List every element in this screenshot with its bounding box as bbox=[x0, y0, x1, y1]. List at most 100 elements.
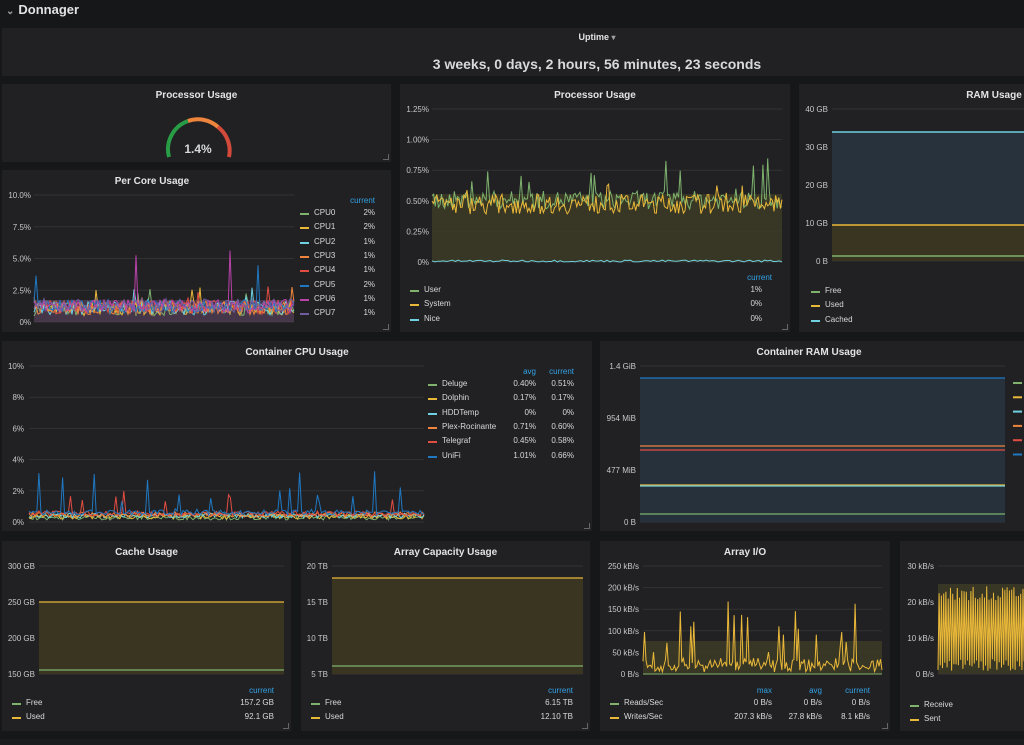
array-capacity-graph[interactable]: 20 TB 15 TB 10 TB 5 TB bbox=[301, 541, 590, 731]
cpu-series-3 bbox=[33, 287, 295, 317]
uptime-title[interactable]: Uptime ▾ bbox=[2, 32, 1024, 42]
y-tick-label: 0 B/s bbox=[621, 670, 639, 679]
y-tick-label: 1.4 GiB bbox=[609, 362, 636, 371]
legend-header-current[interactable]: current bbox=[249, 686, 274, 695]
legend-label: HDDTemp bbox=[442, 407, 479, 417]
per-core-graph[interactable]: 10.0% 7.5% 5.0% 2.5% 0% bbox=[2, 170, 302, 332]
legend-value-avg: 0.40% bbox=[513, 379, 536, 388]
legend-label: CPU3 bbox=[314, 250, 336, 260]
legend-item-cached[interactable]: Cached bbox=[811, 315, 1011, 328]
panel-title[interactable]: RAM Usage bbox=[966, 90, 1022, 101]
legend-label: UniFi bbox=[442, 450, 461, 460]
resize-handle[interactable] bbox=[782, 324, 788, 330]
resize-handle[interactable] bbox=[584, 523, 590, 529]
legend-item-cpu2[interactable]: CPU2 1% bbox=[300, 237, 375, 250]
y-tick-label: 250 GB bbox=[8, 598, 35, 607]
legend-value-current: 2% bbox=[363, 208, 375, 217]
container-ram-graph[interactable]: 1.4 GiB 954 MiB 477 MiB 0 B bbox=[600, 341, 1024, 531]
legend-header-avg[interactable]: avg bbox=[809, 686, 822, 695]
legend-item-receive[interactable]: Receive bbox=[910, 700, 1024, 713]
legend-swatch bbox=[12, 717, 21, 720]
legend-item-used[interactable]: Used 12.10 TB bbox=[311, 712, 573, 725]
legend-item-cpu1[interactable]: CPU1 2% bbox=[300, 222, 375, 235]
legend-swatch bbox=[428, 398, 437, 401]
container-cpu-legend: avg current Deluge 0.40% 0.51% Dolphin 0.17%… bbox=[428, 367, 576, 467]
legend-header-current[interactable]: current bbox=[549, 367, 574, 376]
legend-header-current[interactable]: current bbox=[845, 686, 870, 695]
y-tick-label: 10% bbox=[8, 362, 24, 371]
legend-item-free[interactable]: Free 6.15 TB bbox=[311, 698, 573, 711]
legend-item-dolphin[interactable]: Dolphin 0.17% 0.17% bbox=[428, 393, 576, 406]
legend-item-sent[interactable]: Sent bbox=[910, 714, 1024, 727]
resize-handle[interactable] bbox=[582, 723, 588, 729]
legend-item-system[interactable]: System 0% bbox=[410, 299, 772, 312]
panel-title[interactable]: Per Core Usage bbox=[114, 176, 190, 187]
resize-handle[interactable] bbox=[882, 723, 888, 729]
panel-title[interactable]: Container RAM Usage bbox=[756, 347, 862, 358]
legend-item-reads/sec[interactable]: Reads/Sec 0 B/s 0 B/s 0 B/s bbox=[610, 698, 872, 711]
array-capacity-legend: current Free 6.15 TB Used 12.10 TB bbox=[311, 686, 573, 728]
resize-handle[interactable] bbox=[283, 723, 289, 729]
legend-item-nice[interactable]: Nice 0% bbox=[410, 314, 772, 327]
legend-label: Telegraf bbox=[442, 436, 471, 446]
legend-swatch bbox=[1013, 396, 1022, 399]
legend-item-writes/sec[interactable]: Writes/Sec 207.3 kB/s 27.8 kB/s 8.1 kB/s bbox=[610, 712, 872, 725]
processor-usage-graph[interactable]: 1.25% 1.00% 0.75% 0.50% 0.25% 0% bbox=[400, 84, 790, 332]
legend-item-cpu5[interactable]: CPU5 2% bbox=[300, 280, 375, 293]
y-tick-label: 954 MiB bbox=[607, 414, 636, 423]
legend-item-deluge[interactable]: Deluge 0.40% 0.51% bbox=[428, 379, 576, 392]
legend-item-hddtemp[interactable]: HDDTemp 0% 0% bbox=[428, 408, 576, 421]
array-capacity-panel: Array Capacity Usage 20 TB 15 TB 10 TB 5 TB… bbox=[301, 541, 590, 731]
legend-item-cpu3[interactable]: CPU3 1% bbox=[300, 251, 375, 264]
caret-down-icon[interactable]: ▾ bbox=[611, 33, 616, 42]
chevron-down-icon[interactable]: ⌄ bbox=[6, 6, 15, 17]
legend-header-current[interactable]: current bbox=[350, 196, 375, 205]
legend-item-user[interactable]: User 1% bbox=[410, 285, 772, 298]
cpu-series-7 bbox=[33, 296, 295, 314]
legend-header-current[interactable]: current bbox=[747, 273, 772, 282]
panel-title[interactable]: Container CPU Usage bbox=[245, 347, 349, 358]
legend-header-avg[interactable]: avg bbox=[523, 367, 536, 376]
legend-label: CPU2 bbox=[314, 236, 336, 246]
legend-item-cpu6[interactable]: CPU6 1% bbox=[300, 294, 375, 307]
panel-title[interactable]: Array Capacity Usage bbox=[393, 547, 498, 558]
array-io-graph[interactable]: 250 kB/s 200 kB/s 150 kB/s 100 kB/s 50 kB/s 0… bbox=[600, 541, 890, 731]
legend-label: Free bbox=[825, 286, 842, 295]
legend-item-telegraf[interactable]: Telegraf 0.45% 0.58% bbox=[428, 436, 576, 449]
legend-label: Reads/Sec bbox=[624, 698, 664, 707]
container-series-5 bbox=[28, 471, 425, 517]
container-cpu-graph[interactable]: 10% 8% 6% 4% 2% 0% bbox=[2, 341, 432, 531]
network-graph[interactable]: 30 kB/s 20 kB/s 10 kB/s 0 B/s bbox=[900, 541, 1024, 731]
legend-value-max: 0 B/s bbox=[753, 698, 772, 707]
legend-item-unifi[interactable]: UniFi 1.01% 0.66% bbox=[428, 451, 576, 464]
legend-swatch bbox=[428, 384, 437, 386]
legend-header-current[interactable]: current bbox=[548, 686, 573, 695]
y-tick-label: 5.0% bbox=[13, 255, 31, 264]
legend-item-cpu0[interactable]: CPU0 2% bbox=[300, 208, 375, 221]
legend-value-current: 157.2 GB bbox=[240, 698, 274, 707]
legend-swatch bbox=[300, 284, 309, 287]
row-title[interactable]: ⌄ Donnager bbox=[6, 2, 79, 17]
panel-title[interactable]: Processor Usage bbox=[554, 90, 636, 101]
legend-item-free[interactable]: Free 157.2 GB bbox=[12, 698, 274, 711]
legend-item-cpu4[interactable]: CPU4 1% bbox=[300, 265, 375, 278]
legend-label: CPU1 bbox=[314, 222, 336, 232]
resize-handle[interactable] bbox=[383, 324, 389, 330]
resize-handle[interactable] bbox=[383, 154, 389, 160]
legend-item-plex-rocinante[interactable]: Plex-Rocinante 0.71% 0.60% bbox=[428, 422, 576, 435]
legend-label: Free bbox=[26, 698, 43, 707]
legend-item-used[interactable]: Used 92.1 GB bbox=[12, 712, 274, 725]
legend-value-avg: 0.71% bbox=[513, 421, 536, 431]
legend-swatch bbox=[1013, 424, 1022, 427]
legend-item-free[interactable]: Free bbox=[811, 286, 1011, 299]
panel-title[interactable]: Processor Usage bbox=[155, 90, 238, 101]
panel-title[interactable]: Cache Usage bbox=[115, 547, 178, 558]
legend-value-current: 2% bbox=[363, 222, 375, 232]
cache-usage-graph[interactable]: 300 GB 250 GB 200 GB 150 GB bbox=[2, 541, 291, 731]
ram-usage-graph[interactable]: 40 GB 30 GB 20 GB 10 GB 0 B bbox=[799, 84, 1024, 332]
legend-header-max[interactable]: max bbox=[756, 686, 772, 695]
panel-title[interactable]: Array I/O bbox=[723, 547, 767, 558]
legend-item-cpu7[interactable]: CPU7 1% bbox=[300, 308, 375, 321]
legend-swatch bbox=[300, 213, 309, 215]
legend-item-used[interactable]: Used bbox=[811, 300, 1011, 313]
